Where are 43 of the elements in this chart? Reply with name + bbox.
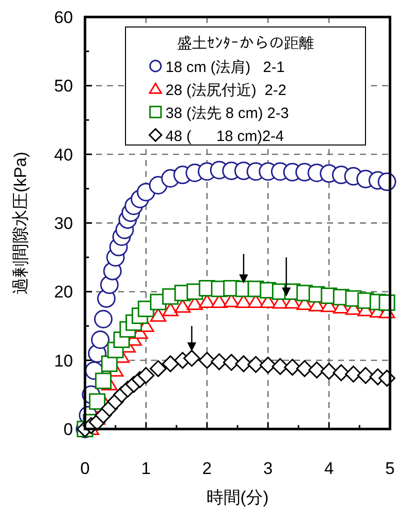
y-tick-label: 50 (54, 76, 73, 96)
x-tick-label: 3 (263, 459, 273, 478)
x-tick-label: 4 (324, 459, 334, 478)
legend-label: 28 (法尻付近) 2-2 (166, 82, 286, 99)
y-tick-label: 0 (64, 420, 73, 439)
point (210, 353, 228, 370)
y-tick-label: 20 (54, 282, 73, 302)
y-tick-label: 10 (54, 351, 73, 370)
legend-title: 盛土ｾﾝﾀｰからの距離 (177, 35, 314, 52)
point (94, 310, 113, 328)
point (247, 356, 264, 373)
point (332, 364, 350, 382)
y-tick-label: 60 (54, 8, 73, 27)
point (174, 299, 191, 313)
point (101, 356, 118, 372)
point (183, 350, 200, 367)
point (296, 360, 314, 378)
point (95, 372, 112, 390)
y-tick-label: 30 (54, 214, 73, 233)
x-tick-label: 5 (385, 459, 395, 478)
point (357, 366, 374, 384)
point (162, 355, 179, 372)
legend-label: 48 ( 18 cm)2-4 (166, 128, 284, 145)
point (88, 393, 106, 410)
legend-label: 18 cm (法肩) 2-1 (166, 59, 285, 76)
point (308, 361, 326, 378)
y-axis-title: 過剰間隙水圧(kPa) (11, 152, 30, 294)
point (284, 358, 301, 376)
y-tick-label: 40 (54, 145, 73, 164)
x-tick-label: 2 (202, 459, 212, 478)
point (138, 366, 154, 384)
point (260, 356, 276, 374)
x-axis-title: 時間(分) (206, 488, 269, 507)
point (150, 360, 167, 378)
x-tick-label: 0 (80, 459, 90, 478)
point (320, 362, 338, 380)
point (344, 366, 362, 383)
x-tick-label: 1 (141, 459, 151, 478)
point (272, 358, 289, 375)
point (222, 354, 240, 371)
point (91, 330, 110, 349)
point (198, 352, 216, 369)
legend-label: 38 (法先 8 cm) 2-3 (166, 105, 289, 122)
